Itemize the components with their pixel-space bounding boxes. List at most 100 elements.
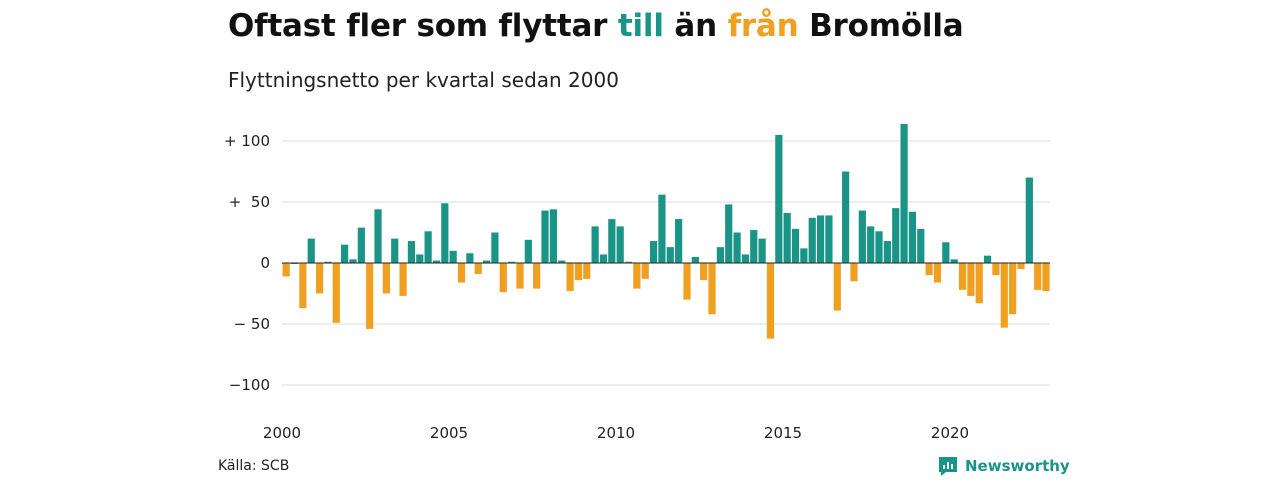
bar: [842, 171, 850, 263]
title-part-3: än: [663, 8, 728, 44]
bar: [783, 212, 791, 263]
bar: [900, 123, 908, 263]
brand-name: Newsworthy: [965, 457, 1070, 475]
bar: [282, 263, 290, 277]
x-tick-label: 2005: [430, 424, 468, 442]
bar: [808, 217, 816, 263]
bar: [700, 263, 708, 281]
chart-title: Oftast fler som flyttar till än från Bro…: [228, 8, 964, 44]
bar: [716, 247, 724, 263]
bar: [349, 259, 357, 263]
bar: [566, 263, 574, 292]
newsworthy-logo-icon: [937, 455, 959, 477]
bar: [791, 228, 800, 263]
bar: [1000, 263, 1008, 328]
bar: [733, 232, 741, 263]
y-tick-label: −100: [229, 376, 270, 394]
bar: [449, 250, 457, 263]
bar: [574, 263, 583, 281]
bar: [833, 263, 841, 311]
chart-subtitle: Flyttningsnetto per kvartal sedan 2000: [228, 68, 619, 92]
bar: [508, 261, 516, 263]
bar: [374, 209, 382, 263]
source-label: Källa: SCB: [218, 458, 290, 474]
bar: [541, 210, 549, 263]
bar: [407, 241, 416, 263]
bar: [758, 238, 766, 263]
bar: [658, 194, 666, 263]
bar: [725, 204, 733, 263]
bar: [983, 255, 992, 263]
bar: [800, 248, 808, 263]
bar: [432, 260, 441, 263]
x-axis-labels: 2000 2005 2010 2015 2020: [263, 424, 969, 442]
y-tick-label: − 50: [234, 315, 270, 333]
bar: [825, 215, 833, 263]
bar: [633, 263, 641, 289]
bar: [892, 208, 900, 263]
bar: [933, 263, 942, 283]
bar: [399, 263, 407, 296]
bar: [649, 241, 658, 263]
bar: [482, 260, 491, 263]
bar: [750, 230, 758, 263]
y-tick-label: + 50: [229, 193, 270, 211]
y-tick-label: + 100: [224, 132, 270, 150]
bar: [599, 254, 608, 263]
title-word-till: till: [617, 8, 664, 44]
bar: [683, 263, 691, 300]
x-tick-label: 2010: [597, 424, 635, 442]
bar: [867, 226, 875, 263]
x-tick-label: 2020: [931, 424, 969, 442]
bar: [533, 263, 541, 289]
bar: [457, 263, 466, 283]
brand: Newsworthy: [937, 455, 1070, 477]
bar: [591, 226, 599, 263]
bar: [549, 209, 557, 263]
x-tick-label: 2015: [764, 424, 802, 442]
bar: [1042, 263, 1050, 292]
bar: [332, 263, 340, 323]
bar: [925, 263, 933, 276]
y-tick-label: 0: [260, 254, 270, 272]
bar: [307, 238, 315, 263]
bar: [766, 263, 775, 339]
bar: [875, 231, 883, 263]
bar: [366, 263, 374, 329]
bar: [675, 219, 683, 263]
bar: [883, 241, 891, 263]
bar: [691, 256, 699, 263]
bar: [975, 263, 983, 304]
bar: [491, 232, 499, 263]
bar: [391, 238, 399, 263]
bar: [357, 227, 365, 263]
x-tick-label: 2000: [263, 424, 301, 442]
bar: [741, 254, 750, 263]
bar: [850, 263, 858, 282]
bar: [441, 203, 449, 263]
bar: [624, 261, 633, 263]
bar: [416, 254, 424, 263]
bar: [616, 226, 624, 263]
bar: [1025, 177, 1033, 263]
bar: [516, 263, 524, 289]
bar: [917, 228, 925, 263]
bar: [967, 263, 975, 296]
bar: [474, 263, 482, 274]
bar: [499, 263, 507, 293]
bar: [324, 261, 332, 263]
title-word-fran: från: [727, 8, 799, 44]
y-axis-labels: + 100 + 50 0 − 50 −100: [224, 132, 270, 394]
bar: [299, 263, 307, 309]
bar: [992, 263, 1000, 276]
bars: [282, 123, 1050, 339]
bar: [775, 134, 783, 263]
bar: [424, 231, 432, 263]
grid-lines: [282, 140, 1050, 386]
bar: [708, 263, 716, 315]
bar: [608, 219, 616, 263]
bar: [816, 215, 825, 263]
bar: [382, 263, 390, 294]
bar: [1009, 263, 1017, 315]
